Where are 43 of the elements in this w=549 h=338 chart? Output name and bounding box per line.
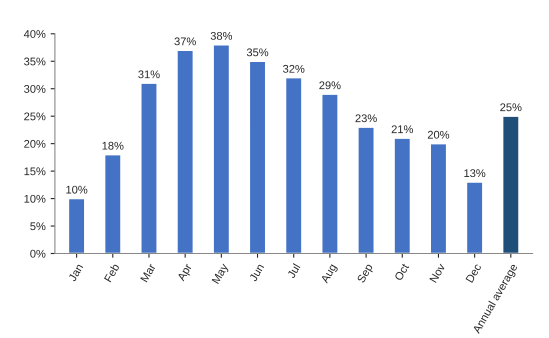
bar [357, 126, 375, 254]
y-tick-label: 25% [24, 112, 46, 120]
bar [393, 137, 412, 254]
x-tick-label: Feb [104, 262, 120, 282]
y-tick-label: 35% [24, 58, 46, 66]
y-tick-label: 0% [30, 250, 46, 258]
data-label: 31% [138, 70, 160, 78]
data-label: 25% [500, 103, 522, 112]
x-tick-label: Dec [466, 262, 482, 283]
y-tick-label: 30% [24, 84, 46, 93]
data-label: 29% [319, 81, 341, 90]
bar [248, 60, 266, 254]
data-label: 10% [66, 186, 88, 194]
bar [68, 198, 86, 254]
bar [284, 77, 303, 254]
bar [140, 82, 158, 254]
data-label: 35% [246, 48, 268, 56]
x-tick-label: Jun [249, 263, 264, 282]
data-label: 18% [102, 142, 124, 150]
data-label: 32% [283, 64, 304, 73]
data-label: 38% [210, 32, 232, 40]
x-tick-label: Oct [394, 262, 410, 282]
bar [466, 181, 484, 254]
x-tick-label: Sep [356, 263, 375, 284]
y-tick-label: 5% [30, 222, 46, 230]
data-label: 37% [174, 37, 196, 46]
data-label: 23% [356, 114, 377, 122]
x-tick-label: Jan [68, 263, 84, 282]
data-label: 20% [428, 130, 450, 139]
bar [430, 142, 448, 254]
x-tick-label: Jul [286, 263, 300, 279]
bar [104, 154, 122, 254]
bar [502, 115, 520, 254]
bar [176, 50, 194, 254]
bar [212, 44, 230, 254]
y-tick-label: 40% [24, 30, 46, 38]
y-tick-label: 15% [24, 167, 46, 176]
y-tick-label: 20% [24, 140, 46, 148]
data-label: 21% [392, 125, 413, 134]
bar [321, 94, 339, 254]
x-tick-label: Apr [176, 262, 194, 283]
data-label: 13% [464, 169, 486, 178]
y-tick-label: 10% [24, 194, 46, 203]
